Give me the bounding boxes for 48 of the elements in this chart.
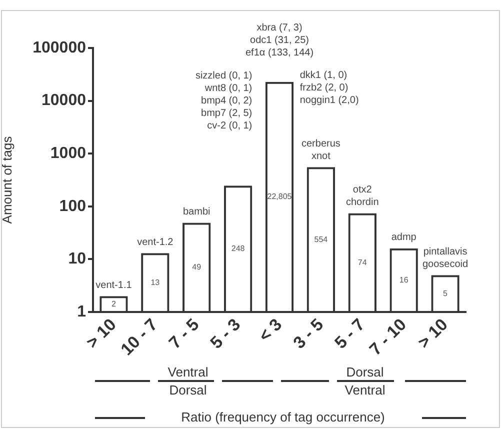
text: Ventral [344,382,386,398]
annotation: cv-2 (0, 1) [207,120,252,132]
annotation: cerberus [301,138,340,150]
annotation: sizzled (0, 1) [195,70,252,82]
data-label: 2 [111,299,116,308]
data-label: 22,805 [267,192,292,202]
x-axis-title: Ratio (frequency of tag occurrence) [181,410,385,425]
x-tick-label: 10 - 7 [117,314,162,360]
x-tick-label: 5 - 3 [206,314,244,352]
annotation: goosecoid [422,258,468,270]
annotation: ef1α (133, 144) [245,48,314,59]
annotation: vent-1.1 [96,280,132,291]
data-label: 74 [358,258,368,267]
text: Ventral [168,364,208,380]
annotation: chordin [346,197,379,208]
annotation: bmp7 (2, 5) [201,108,252,119]
annotation: admp [391,232,417,244]
annotation: frzb2 (2, 0) [300,82,348,94]
annotation: bmp4 (0, 2) [201,95,252,106]
y-tick-label: 1000 [50,145,86,162]
y-tick-label: 100000 [32,39,86,56]
text: odc1 (31, 25) [250,35,309,46]
y-tick-label: 1 [77,303,86,320]
data-label: 49 [192,262,202,272]
annotation: dkk1 (1, 0) [300,70,348,81]
annotation: bambi [182,206,210,218]
x-tick-label: 3 - 5 [290,314,328,352]
y-tick-label: 100 [59,198,86,215]
annotation: noggin1 (2,0) [300,94,359,106]
x-tick-label: 7 - 5 [165,314,203,352]
data-label: 554 [314,234,328,244]
data-label: 248 [231,244,246,253]
text: Dorsal [169,382,207,398]
annotation: wnt8 (0, 1) [204,82,252,94]
text: Dorsal [346,364,384,380]
text: xbra (7, 3) [256,22,302,34]
data-label: 5 [443,288,448,298]
annotation: vent-1.2 [137,236,174,248]
y-axis-title: Amount of tags [0,136,14,224]
y-tick-label: 10000 [42,92,86,110]
annotation: xnot [311,150,331,162]
y-tick-label: 10 [68,250,86,268]
data-label: 13 [150,278,160,287]
x-tick-label: < 3 [255,314,286,346]
data-label: 16 [399,275,409,284]
x-tick-label: > 10 [414,314,452,352]
annotation: pintallavis [423,246,468,258]
annotation: otx2 [352,184,372,196]
